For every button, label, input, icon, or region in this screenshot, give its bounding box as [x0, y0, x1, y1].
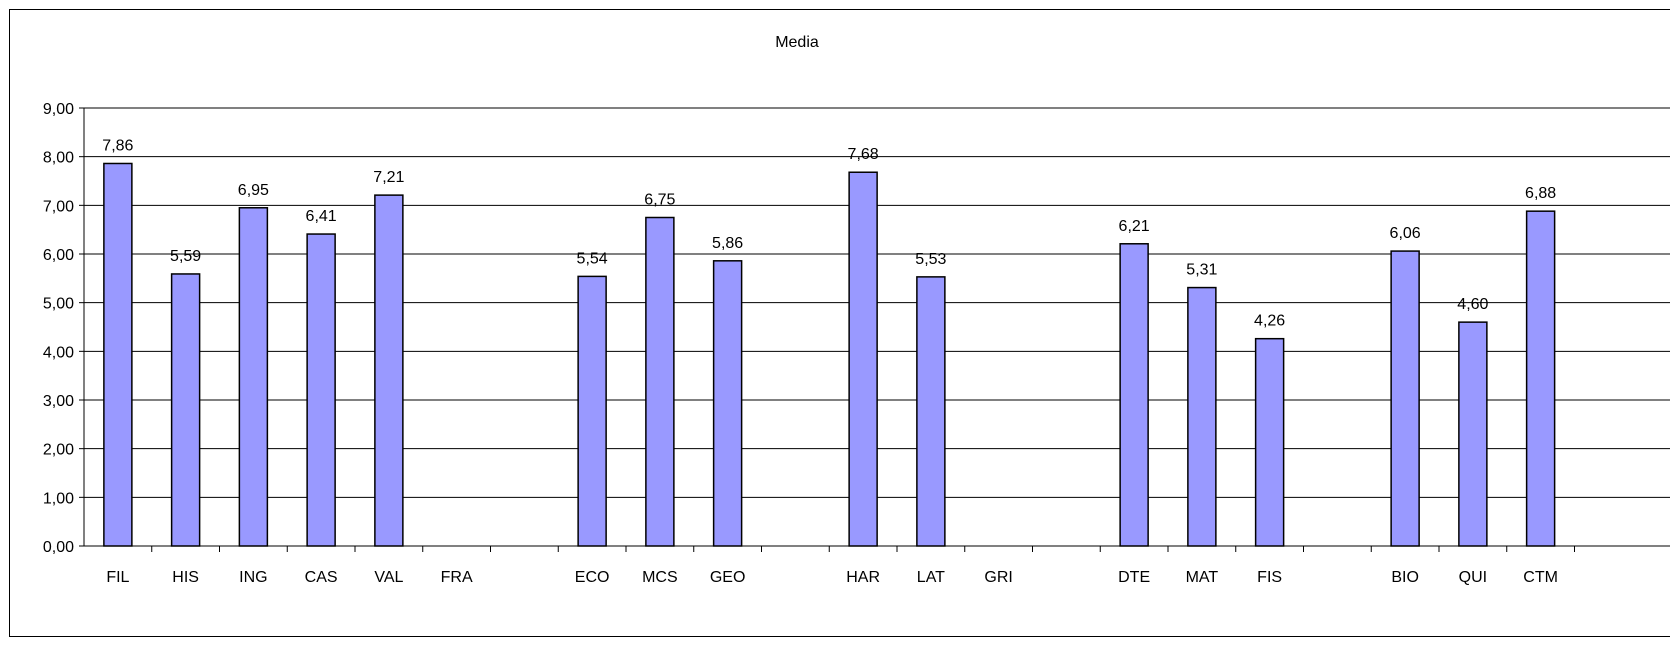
x-tick-label: LAT — [917, 569, 945, 586]
x-tick-label: CTM — [1523, 569, 1558, 586]
x-tick-label: HAR — [846, 569, 880, 586]
x-tick-label: DTE — [1118, 569, 1150, 586]
data-label: 5,54 — [577, 250, 608, 267]
bar — [712, 260, 743, 547]
x-tick-label: FIL — [106, 569, 129, 586]
bar — [306, 233, 336, 547]
data-label: 7,86 — [102, 137, 133, 154]
bar — [848, 171, 878, 547]
y-tick-label: 6,00 — [43, 247, 74, 264]
bar — [1390, 250, 1420, 547]
y-tick-label: 3,00 — [43, 393, 74, 410]
y-tick-label: 0,00 — [43, 539, 74, 556]
data-label: 4,26 — [1254, 313, 1285, 330]
axes — [79, 107, 1670, 552]
bar — [103, 162, 133, 547]
x-tick-label: BIO — [1391, 569, 1419, 586]
data-label: 5,86 — [712, 235, 743, 252]
x-tick-label: FIS — [1257, 569, 1282, 586]
data-label: 6,95 — [238, 182, 269, 199]
data-label: 6,88 — [1525, 185, 1556, 202]
chart-title: Media — [775, 34, 819, 51]
bar — [238, 207, 269, 547]
y-tick-label: 8,00 — [43, 150, 74, 167]
x-tick-label: MAT — [1186, 569, 1219, 586]
data-label: 5,31 — [1186, 262, 1217, 279]
y-tick-label: 4,00 — [43, 344, 74, 361]
x-tick-label: GEO — [710, 569, 746, 586]
bar — [1187, 286, 1217, 547]
x-tick-label: ECO — [575, 569, 610, 586]
bar — [1119, 243, 1149, 547]
y-tick-label: 7,00 — [43, 198, 74, 215]
bar — [1254, 337, 1285, 547]
bar — [577, 275, 607, 547]
bar — [916, 276, 946, 547]
x-tick-label: CAS — [305, 569, 338, 586]
bar — [170, 273, 201, 547]
x-tick-label: FRA — [441, 569, 473, 586]
x-tick-label: ING — [239, 569, 267, 586]
data-label: 5,59 — [170, 248, 201, 265]
bar — [374, 194, 404, 547]
x-tick-label: MCS — [642, 569, 678, 586]
y-tick-label: 1,00 — [43, 490, 74, 507]
x-tick-label: QUI — [1459, 569, 1487, 586]
y-tick-label: 5,00 — [43, 296, 74, 313]
bar — [1458, 321, 1488, 547]
labels: 0,00 1,00 2,00 3,00 4,00 5,00 6,00 7,00 8,00 9,00… — [43, 101, 1558, 586]
bar — [1525, 210, 1556, 547]
data-label: 6,21 — [1119, 218, 1150, 235]
data-label: 4,60 — [1457, 296, 1488, 313]
x-tick-label: HIS — [172, 569, 199, 586]
data-label: 5,53 — [915, 251, 946, 268]
y-tick-label: 9,00 — [43, 101, 74, 118]
x-tick-label: GRI — [984, 569, 1012, 586]
y-tick-label: 2,00 — [43, 442, 74, 459]
x-tick-label: VAL — [374, 569, 403, 586]
data-label: 7,21 — [373, 169, 404, 186]
data-label: 6,41 — [306, 208, 337, 225]
data-label: 7,68 — [848, 146, 879, 163]
data-label: 6,75 — [644, 192, 675, 209]
bar — [645, 216, 675, 547]
bars — [103, 162, 1556, 547]
data-label: 6,06 — [1390, 225, 1421, 242]
